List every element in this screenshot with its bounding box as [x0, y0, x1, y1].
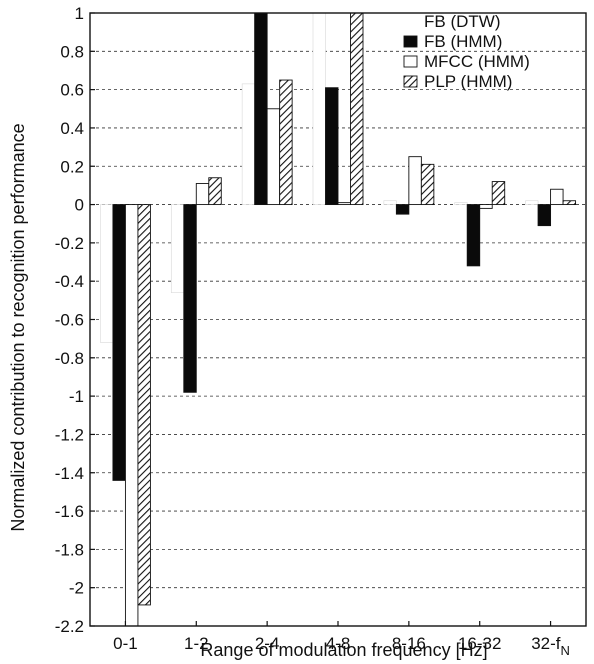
bar	[420, 163, 435, 206]
x-tick-label: 0-1	[113, 634, 138, 653]
bars	[100, 12, 577, 627]
x-tick-label-text: 1-2	[184, 634, 209, 653]
bar	[254, 12, 268, 206]
bar	[325, 87, 339, 206]
y-tick-label: 0.2	[60, 157, 84, 176]
x-tick-label-text: 8-16	[392, 634, 426, 653]
bar	[195, 183, 210, 206]
bar	[112, 204, 126, 481]
y-tick-label: 0	[75, 196, 84, 215]
y-tick-label: -1.6	[55, 502, 84, 521]
x-tick-label-text: 0-1	[113, 634, 138, 653]
bar	[279, 79, 293, 206]
y-tick-label: -2.2	[55, 617, 84, 636]
legend-swatch	[403, 15, 418, 28]
bar	[454, 202, 468, 205]
x-tick-label: 2-4	[255, 634, 280, 653]
y-tick-label: -2	[69, 579, 84, 598]
x-tick-label: 16-32	[458, 634, 501, 653]
bar	[124, 204, 139, 627]
bar	[100, 204, 114, 343]
bar	[491, 181, 506, 206]
y-tick-label: -1.4	[55, 464, 84, 483]
y-tick-label: 0.6	[60, 81, 84, 100]
bar	[479, 204, 493, 209]
bar	[312, 12, 326, 205]
bar	[466, 204, 481, 267]
bar	[208, 177, 222, 206]
x-tick-label-subscript: N	[561, 643, 570, 658]
y-tick-label: -1.8	[55, 540, 84, 559]
bar	[562, 200, 577, 206]
ticks: 1 0.8 0.6 0.4 0.2 0 -0.2 -0.4 -0.6 -0.8 -1 -1.2 -1.4…	[55, 4, 570, 658]
bar	[550, 188, 564, 206]
y-tick-label: -0.6	[55, 311, 84, 330]
legend-label: FB (DTW)	[424, 12, 500, 31]
bar	[383, 200, 397, 205]
x-tick-label: 1-2	[184, 634, 209, 653]
x-tick-label: 8-16	[392, 634, 426, 653]
legend: FB (DTW)FB (HMM)MFCC (HMM)PLP (HMM)	[403, 12, 530, 91]
bar	[337, 202, 351, 206]
bar	[241, 83, 255, 205]
legend-swatch	[403, 55, 418, 68]
bar	[408, 156, 422, 206]
bar	[395, 204, 410, 215]
y-tick-label: 0.8	[60, 42, 84, 61]
legend-swatch	[403, 35, 418, 48]
y-tick-label: 0.4	[60, 119, 84, 138]
bar	[266, 108, 281, 206]
y-tick-label: -1.2	[55, 425, 84, 444]
x-tick-label-text: 16-32	[458, 634, 501, 653]
x-tick-label: 32-fN	[531, 634, 570, 658]
x-tick-label-text: 32-f	[531, 634, 561, 653]
legend-swatch	[403, 75, 418, 88]
y-tick-label: -0.8	[55, 349, 84, 368]
y-tick-label: -1	[69, 387, 84, 406]
y-tick-label: 1	[75, 4, 84, 23]
bar	[137, 204, 151, 606]
x-tick-label-text: 2-4	[255, 634, 280, 653]
legend-label: FB (HMM)	[424, 32, 502, 51]
y-axis-title: Normalized contribution to recognition p…	[8, 123, 28, 531]
bar	[183, 204, 197, 393]
y-tick-label: -0.4	[55, 272, 84, 291]
x-axis-title: Range of modulation frequency [Hz]	[200, 640, 487, 660]
legend-label: PLP (HMM)	[424, 72, 512, 91]
x-tick-label: 4-8	[326, 634, 351, 653]
legend-label: MFCC (HMM)	[424, 52, 530, 71]
bar	[170, 204, 185, 293]
bar	[350, 12, 364, 206]
bar	[537, 204, 552, 227]
x-tick-label-text: 4-8	[326, 634, 351, 653]
bar	[525, 200, 539, 205]
y-tick-label: -0.2	[55, 234, 84, 253]
